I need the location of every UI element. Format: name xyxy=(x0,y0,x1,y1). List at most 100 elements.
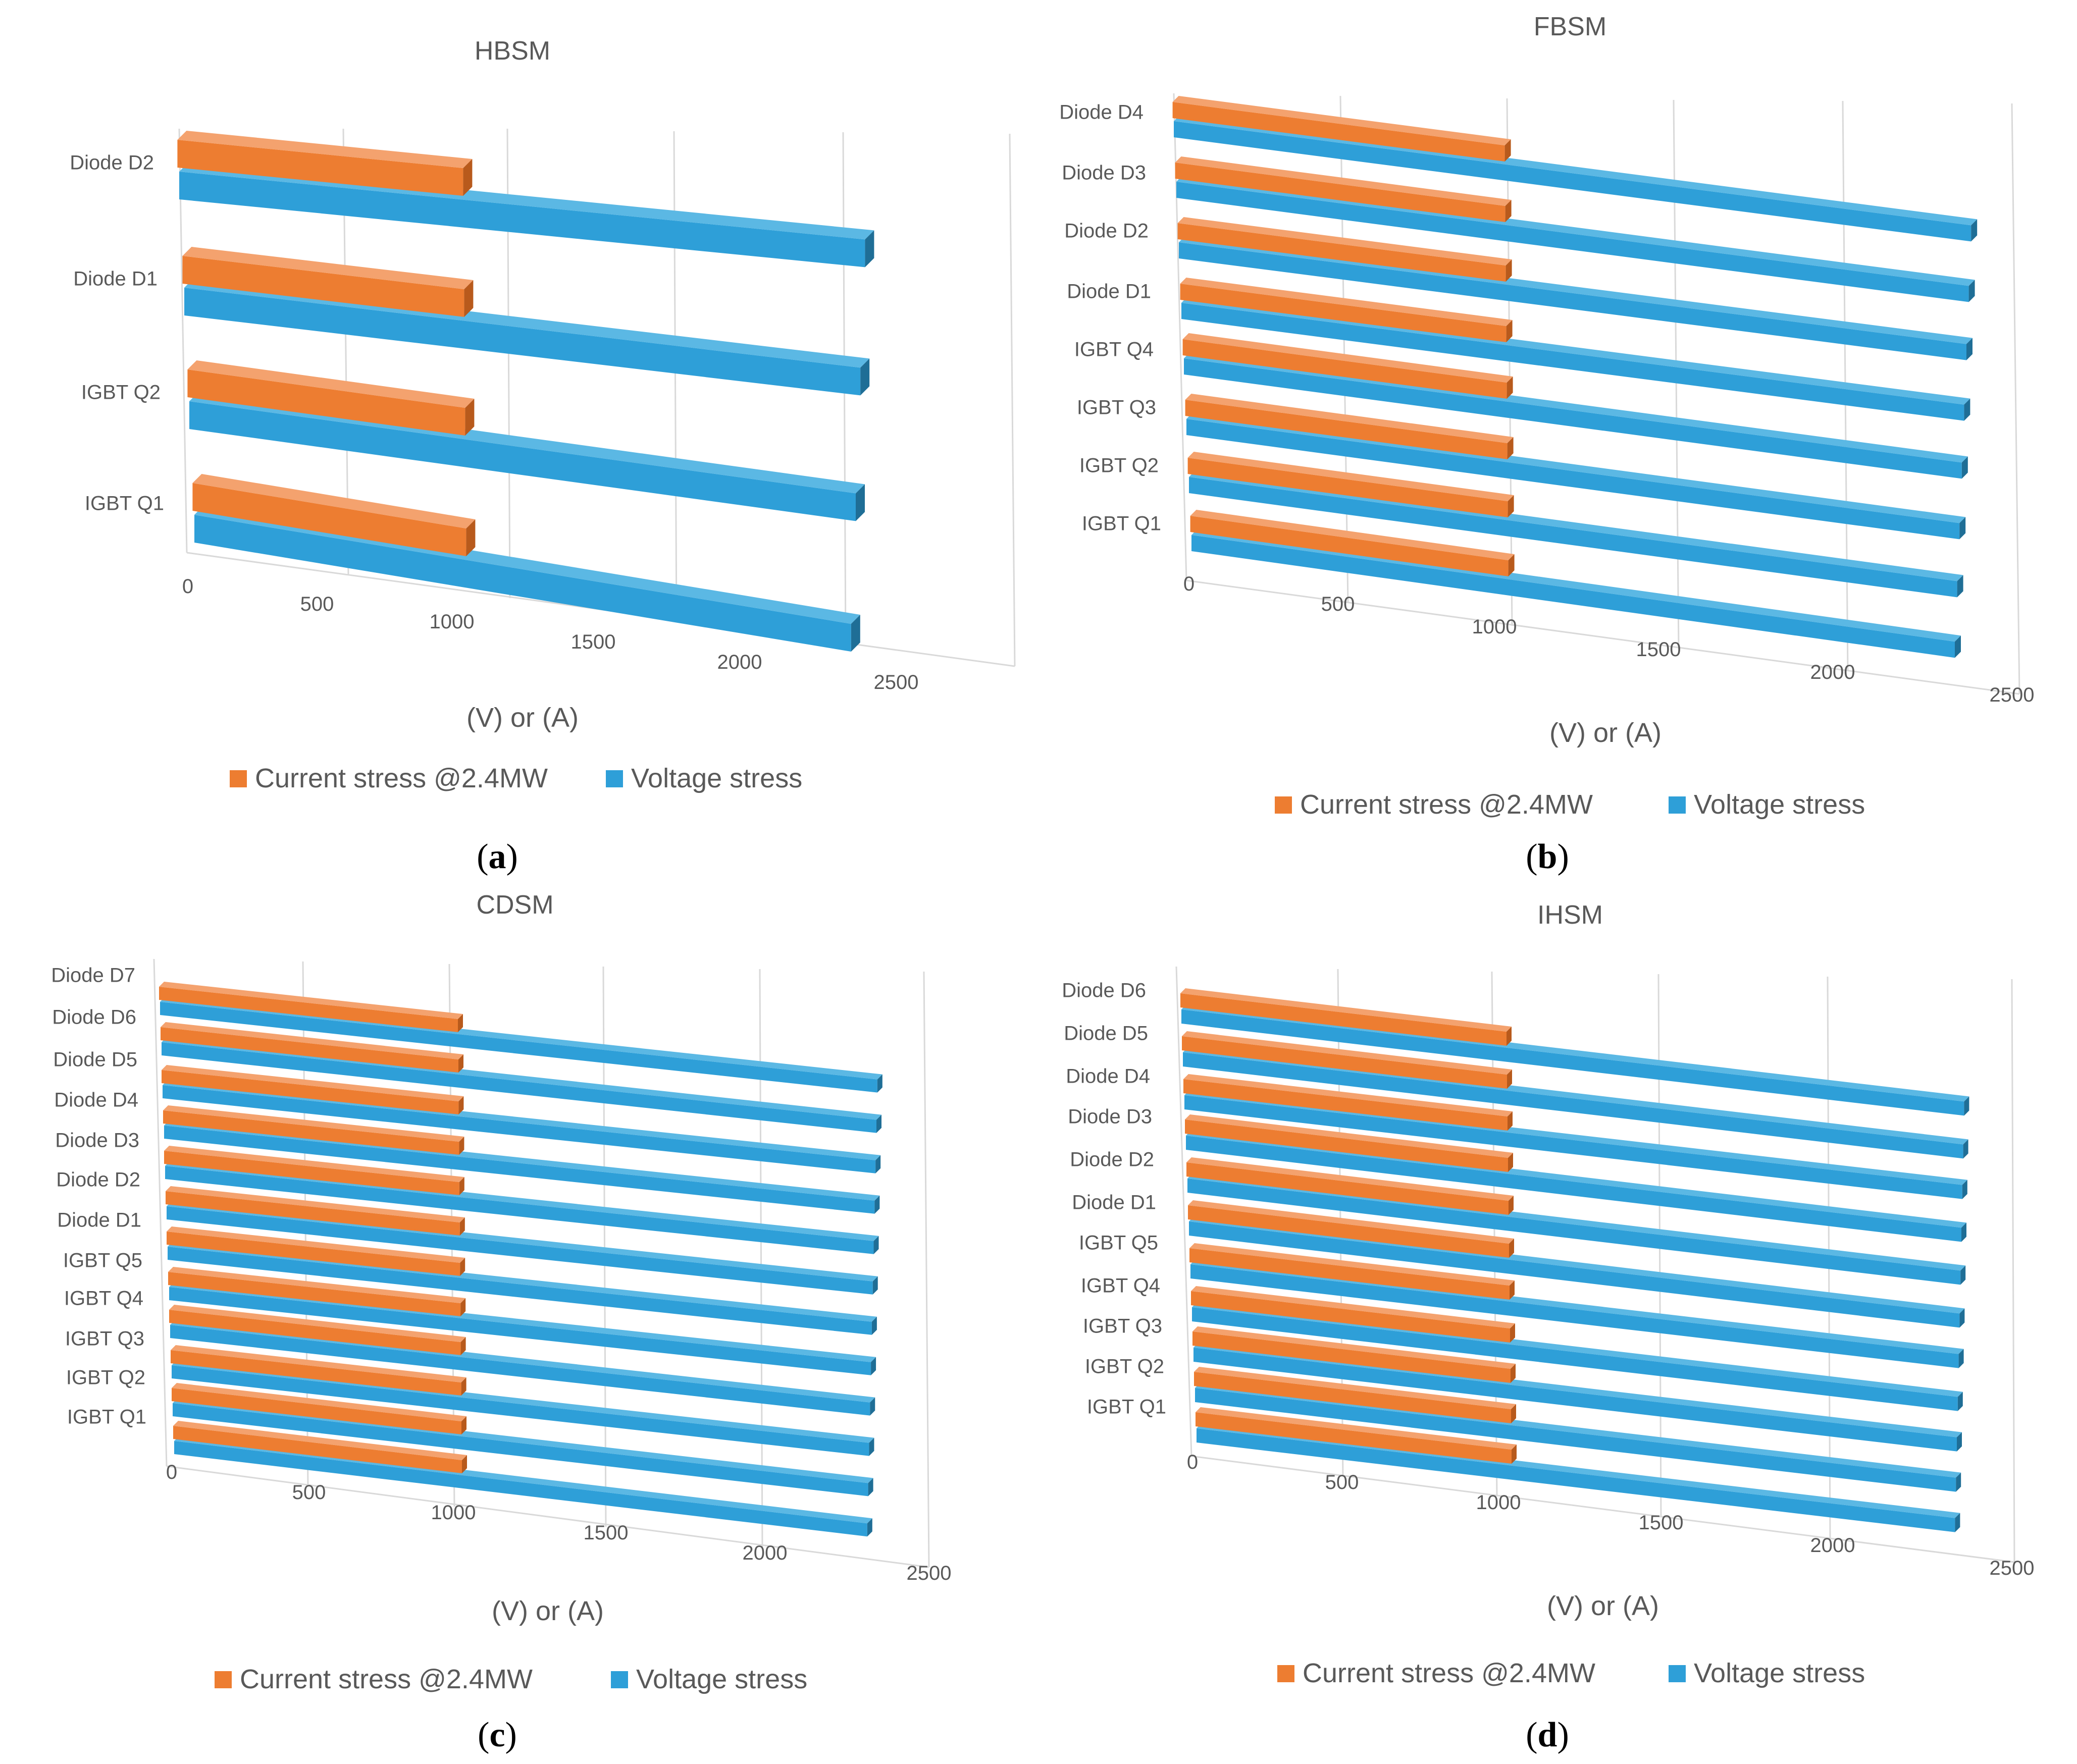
category-label: Diode D1 xyxy=(1072,1192,1156,1214)
bars xyxy=(177,131,874,652)
category-label: Diode D5 xyxy=(1064,1023,1148,1045)
x-tick-label: 2500 xyxy=(1990,684,2035,706)
subfigure-label: (a) xyxy=(477,837,518,876)
category-label: Diode D3 xyxy=(55,1130,139,1152)
x-tick-label: 2000 xyxy=(1810,1534,1855,1557)
chart-panel-c: CDSM IGBT Q1 IGBT Q2 IGBT Q3 IGBT Q4 IGBT Q5 D… xyxy=(51,890,951,1754)
bar-voltage-igbt-q1 xyxy=(1191,529,1961,658)
bar-current-diode-d5 xyxy=(162,1065,464,1114)
legend: Current stress @2.4MW Voltage stress xyxy=(1277,1658,1865,1688)
x-axis-label: (V) or (A) xyxy=(492,1596,604,1626)
bars xyxy=(1180,988,1969,1532)
x-tick-label: 500 xyxy=(1325,1471,1359,1493)
category-label: IGBT Q1 xyxy=(85,493,164,515)
bar-current-diode-d3 xyxy=(1185,1114,1513,1172)
legend-swatch-voltage xyxy=(1669,1665,1686,1682)
category-label: IGBT Q1 xyxy=(67,1406,146,1428)
gridline-0 xyxy=(153,958,168,1467)
category-label: IGBT Q3 xyxy=(1077,397,1156,419)
bar-current-diode-d1 xyxy=(182,247,474,317)
bars xyxy=(159,982,882,1537)
legend: Current stress @2.4MW Voltage stress xyxy=(230,763,802,793)
bar-current-diode-d6 xyxy=(161,1022,463,1073)
chart-panel-b: FBSM IGBT Q1 IGBT Q2 IGBT Q3 IGBT Q4 Diode D1… xyxy=(1059,12,2034,876)
subfigure-label: (c) xyxy=(478,1716,517,1754)
x-tick-label: 1000 xyxy=(1476,1491,1521,1514)
bar-current-diode-d1 xyxy=(1180,278,1513,342)
bar-current-diode-d2 xyxy=(1186,1157,1514,1215)
category-label: IGBT Q4 xyxy=(1074,339,1154,361)
x-tick-label: 0 xyxy=(1183,573,1195,595)
floor-line xyxy=(1186,579,2020,695)
bar-current-igbt-q1 xyxy=(192,474,476,556)
x-tick-label: 1000 xyxy=(430,611,475,633)
category-label: Diode D2 xyxy=(56,1169,140,1191)
category-label: IGBT Q3 xyxy=(65,1328,144,1350)
x-tick-label: 2000 xyxy=(1810,661,1855,683)
x-tick-label: 0 xyxy=(166,1461,177,1483)
x-axis-label: (V) or (A) xyxy=(1549,718,1661,748)
category-label: IGBT Q1 xyxy=(1087,1396,1166,1418)
bar-voltage-diode-d2 xyxy=(179,163,874,268)
category-label: Diode D3 xyxy=(1068,1106,1152,1128)
bar-current-diode-d3 xyxy=(164,1146,464,1195)
gridline-2500 xyxy=(923,971,930,1568)
gridline-1500 xyxy=(673,131,678,621)
bar-current-igbt-q2 xyxy=(1187,452,1514,517)
category-label: IGBT Q2 xyxy=(66,1367,145,1389)
bar-current-igbt-q3 xyxy=(1185,394,1514,459)
category-label: Diode D4 xyxy=(1059,101,1144,124)
legend-swatch-current xyxy=(230,770,247,787)
legend-swatch-voltage xyxy=(611,1671,628,1688)
x-tick-label: 2500 xyxy=(1990,1557,2035,1579)
bar-current-diode-d6 xyxy=(1180,988,1512,1046)
x-tick-label: 1000 xyxy=(1472,616,1517,638)
category-label: Diode D6 xyxy=(1062,980,1146,1002)
x-tick-label: 1500 xyxy=(571,631,616,653)
bar-current-igbt-q1 xyxy=(1196,1407,1517,1464)
category-label: Diode D2 xyxy=(1064,220,1149,242)
gridline-2000 xyxy=(759,969,763,1547)
chart-panel-a: HBSM IGBT Q1 IGBT Q2 Diode D1 Diode D2 0 500 10… xyxy=(70,36,1016,876)
bar-current-igbt-q5 xyxy=(168,1267,466,1316)
x-tick-label: 1500 xyxy=(1639,1512,1684,1534)
bar-current-igbt-q4 xyxy=(1191,1286,1515,1343)
category-label: IGBT Q5 xyxy=(63,1250,142,1272)
floor-line xyxy=(166,1465,929,1568)
gridline-2500 xyxy=(2011,103,2020,694)
x-tick-label: 1500 xyxy=(1636,638,1681,661)
bar-current-diode-d4 xyxy=(1183,1074,1513,1131)
chart-title: FBSM xyxy=(1534,12,1606,41)
bar-current-igbt-q4 xyxy=(1182,333,1513,399)
legend: Current stress @2.4MW Voltage stress xyxy=(215,1664,807,1694)
bar-current-igbt-q5 xyxy=(1189,1243,1515,1300)
x-tick-label: 2000 xyxy=(717,651,762,673)
x-axis-label: (V) or (A) xyxy=(1547,1591,1659,1621)
x-tick-label: 1000 xyxy=(431,1502,476,1524)
category-label: Diode D2 xyxy=(70,152,154,174)
chart-panel-d: IHSM IGBT Q1 IGBT Q2 IGBT Q3 IGBT Q4 IGBT Q5 D… xyxy=(1062,900,2034,1754)
x-tick-label: 0 xyxy=(1187,1451,1198,1473)
x-tick-label: 1500 xyxy=(584,1522,629,1544)
bar-current-diode-d5 xyxy=(1182,1031,1512,1089)
category-label: IGBT Q3 xyxy=(1083,1315,1162,1338)
x-tick-label: 0 xyxy=(182,575,193,598)
x-tick-label: 2500 xyxy=(874,671,919,693)
category-label: Diode D1 xyxy=(57,1209,141,1232)
gridline-500 xyxy=(1339,95,1349,604)
legend-label-voltage: Voltage stress xyxy=(636,1664,807,1694)
category-label: Diode D5 xyxy=(53,1049,137,1071)
chart-title: CDSM xyxy=(476,890,553,920)
bar-current-igbt-q4 xyxy=(169,1305,466,1355)
bar-current-igbt-q3 xyxy=(171,1345,466,1396)
bar-current-diode-d3 xyxy=(1175,156,1512,222)
x-tick-label: 500 xyxy=(1321,593,1355,615)
legend-swatch-current xyxy=(215,1671,232,1688)
bar-current-diode-d2 xyxy=(166,1186,465,1236)
category-label: Diode D6 xyxy=(52,1006,136,1029)
bar-current-igbt-q1 xyxy=(173,1421,467,1473)
category-label: Diode D4 xyxy=(54,1089,138,1111)
category-label: Diode D7 xyxy=(51,965,135,987)
subfigure-label: (d) xyxy=(1526,1716,1569,1754)
legend-label-voltage: Voltage stress xyxy=(631,763,802,793)
